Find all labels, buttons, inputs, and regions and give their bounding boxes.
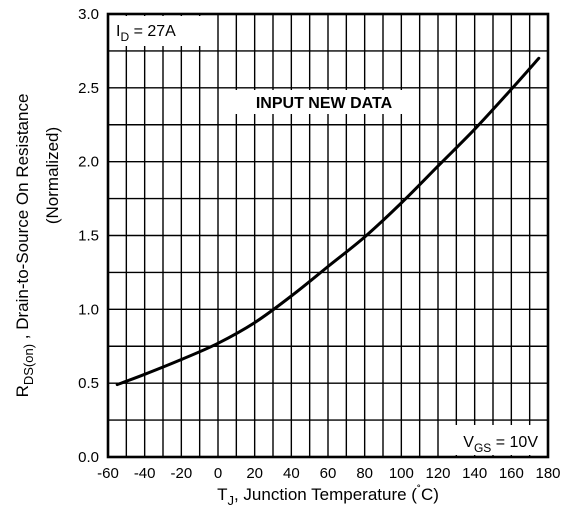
y-axis-symbol: R — [13, 385, 32, 397]
current-annotation: ID = 27A — [116, 23, 176, 44]
x-tick-label: -20 — [170, 465, 192, 482]
vgs-annotation-background — [440, 425, 546, 455]
annotations: ID = 27A INPUT NEW DATA VGS = 10V — [110, 16, 546, 455]
x-tick-label: 120 — [425, 465, 450, 482]
y-axis-label-normalized: (Normalized) — [43, 127, 62, 224]
y-tick-label: 2.0 — [78, 154, 99, 171]
y-tick-label: 0.0 — [78, 449, 99, 466]
id-annotation-background — [110, 16, 214, 46]
data-line — [115, 56, 541, 387]
vgs-value: = 10V — [491, 434, 538, 451]
curve-layer — [115, 56, 541, 387]
y-axis-label: RDS(on) , Drain-to-Source On Resistance — [13, 94, 36, 398]
x-tick-label: -60 — [97, 465, 119, 482]
grid — [108, 14, 548, 457]
y-tick-label: 1.0 — [78, 301, 99, 318]
current-symbol: I — [116, 23, 120, 40]
center-annotation-background — [232, 90, 416, 114]
x-axis-degree: ˚ — [417, 483, 421, 497]
plot-frame — [106, 12, 550, 459]
x-tick-label: 100 — [389, 465, 414, 482]
y-tick-labels: 0.0 0.5 1.0 1.5 2.0 2.5 3.0 — [78, 6, 99, 466]
y-tick-label: 3.0 — [78, 6, 99, 23]
vgs-annotation: VGS = 10V — [463, 434, 538, 455]
x-axis-symbol: T — [217, 485, 227, 504]
x-axis-description: , Junction Temperature ( — [234, 485, 417, 504]
x-axis-subscript: J — [227, 493, 234, 508]
y-axis-subscript: DS(on) — [21, 344, 36, 385]
x-tick-labels: -60 -40 -20 0 20 40 60 80 100 120 140 160 180 — [97, 465, 560, 482]
x-tick-label: 140 — [462, 465, 487, 482]
current-subscript: D — [120, 30, 129, 44]
x-tick-label: 60 — [320, 465, 337, 482]
x-tick-label: 20 — [246, 465, 263, 482]
y-tick-label: 1.5 — [78, 228, 99, 245]
y-axis-description: , Drain-to-Source On Resistance — [13, 94, 32, 344]
vgs-symbol: V — [463, 434, 474, 451]
y-tick-label: 2.5 — [78, 80, 99, 97]
current-value: = 27A — [129, 23, 176, 40]
vgs-subscript: GS — [474, 441, 491, 455]
x-tick-label: 80 — [356, 465, 373, 482]
x-tick-label: -40 — [134, 465, 156, 482]
x-axis-label: TJ, Junction Temperature (˚C) — [217, 483, 439, 508]
center-annotation: INPUT NEW DATA — [256, 95, 393, 112]
x-tick-label: 0 — [214, 465, 222, 482]
x-axis-unit: C) — [421, 485, 439, 504]
x-tick-label: 160 — [499, 465, 524, 482]
x-tick-label: 40 — [283, 465, 300, 482]
x-tick-label: 180 — [535, 465, 560, 482]
y-tick-label: 0.5 — [78, 375, 99, 392]
